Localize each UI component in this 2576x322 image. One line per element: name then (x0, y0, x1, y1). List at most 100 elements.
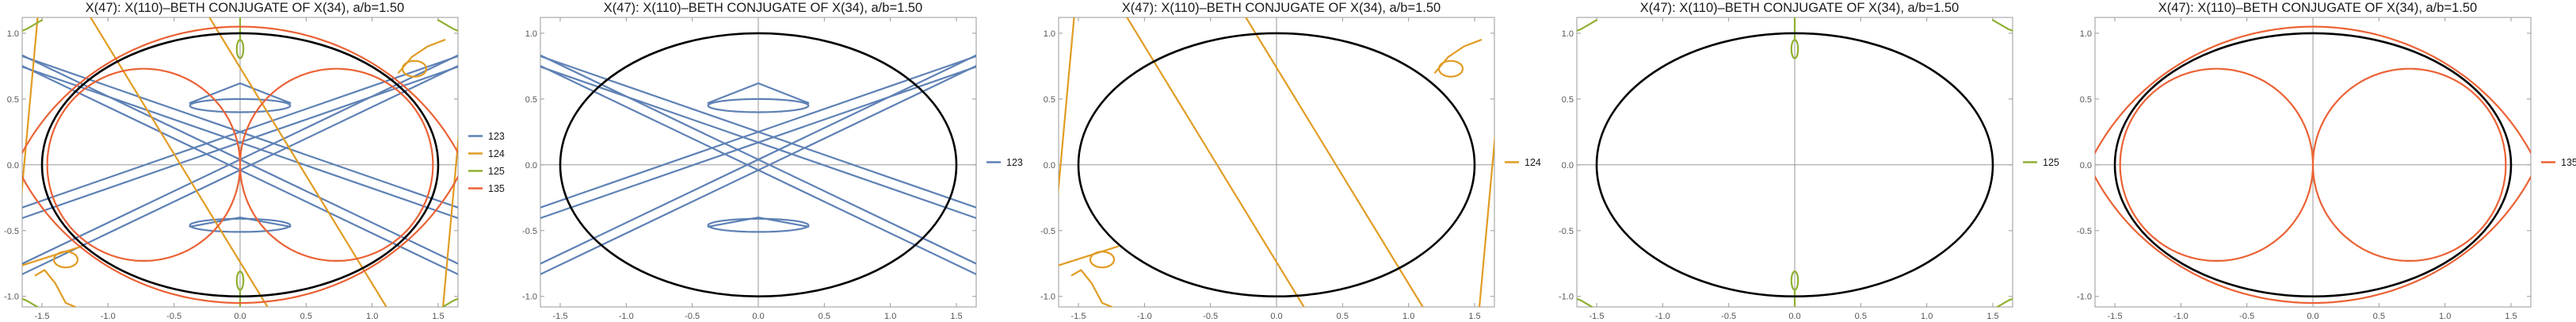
reference-ellipse (1595, 32, 1994, 298)
series-125-curve (1790, 39, 1799, 59)
x-tick-label: 0.0 (752, 312, 764, 321)
y-tick-label: -0.5 (1040, 227, 1055, 236)
series-124-curve (1126, 17, 1305, 307)
series-123-curve (189, 82, 292, 104)
series-123-curve (540, 64, 976, 276)
y-tick-label: 1.0 (525, 29, 537, 39)
x-tick-label: 1.0 (1921, 312, 1933, 321)
x-tick-label: -1.0 (101, 312, 116, 321)
y-tick-label: 0.5 (525, 95, 537, 105)
series-135-curve (46, 67, 242, 262)
chart-panel-5: X(47): X(110)–BETH CONJUGATE OF X(34), a… (2077, 1, 2576, 321)
x-tick-label: -1.5 (1071, 312, 1086, 321)
y-tick-label: -1.0 (2077, 293, 2092, 302)
series-125-curve (1790, 270, 1799, 291)
x-tick-label: 1.5 (950, 312, 962, 321)
series-125-curve (441, 297, 458, 307)
y-tick-label: -0.5 (2077, 227, 2092, 236)
y-tick-label: -0.5 (4, 227, 19, 236)
y-tick-label: 0.0 (1562, 161, 1574, 171)
x-tick-label: 0.5 (819, 312, 830, 321)
chart-title: X(47): X(110)–BETH CONJUGATE OF X(34), a… (604, 1, 922, 15)
series-124-curve (1433, 39, 1483, 74)
x-tick-label: 0.5 (1337, 312, 1349, 321)
chart-panel-4: X(47): X(110)–BETH CONJUGATE OF X(34), a… (1559, 1, 2059, 321)
series-135-curve (2119, 67, 2315, 262)
x-tick-label: -1.0 (2173, 312, 2189, 321)
x-tick-label: 1.0 (2439, 312, 2451, 321)
series-124-curve (1070, 269, 1114, 307)
series-123-curve (540, 66, 976, 220)
curves (1577, 17, 2013, 307)
x-tick-label: -1.0 (619, 312, 634, 321)
x-tick-label: -1.5 (2108, 312, 2123, 321)
series-135-curve (22, 174, 458, 305)
chart-panel-1: X(47): X(110)–BETH CONJUGATE OF X(34), a… (4, 1, 505, 321)
reference-ellipse (2113, 32, 2513, 298)
x-tick-label: 1.0 (1402, 312, 1414, 321)
series-135-curve (2311, 67, 2507, 262)
x-tick-label: 0.5 (2373, 312, 2385, 321)
series-123-curve (707, 217, 810, 228)
x-tick-label: -0.5 (1203, 312, 1218, 321)
x-tick-label: -0.5 (685, 312, 700, 321)
reference-ellipse (40, 32, 440, 298)
series-124-curve (1245, 17, 1424, 307)
curves (2095, 25, 2531, 305)
series-125-curve (1577, 297, 1594, 307)
legend-label-123: 123 (1006, 157, 1023, 168)
series-125-curve (235, 270, 245, 291)
y-tick-label: 0.5 (1562, 95, 1574, 105)
x-tick-label: 1.0 (366, 312, 378, 321)
legend-label-123: 123 (488, 131, 505, 142)
y-tick-label: 1.0 (7, 29, 19, 39)
series-124-curve (397, 39, 446, 74)
y-tick-label: 0.0 (525, 161, 537, 171)
series-124-curve (208, 17, 387, 307)
curves (1059, 17, 1494, 307)
y-tick-label: -1.0 (1559, 293, 1574, 302)
series-124-curve (90, 17, 269, 307)
y-tick-label: 0.0 (2080, 161, 2092, 171)
series-124-curve (1089, 251, 1116, 269)
series-123-curve (189, 217, 292, 233)
y-tick-label: -1.0 (522, 293, 537, 302)
x-tick-label: -0.5 (166, 312, 181, 321)
series-125-curve (1995, 297, 2013, 307)
chart-panel-3: X(47): X(110)–BETH CONJUGATE OF X(34), a… (1040, 1, 1541, 321)
y-tick-label: 0.5 (1044, 95, 1055, 105)
x-tick-label: -1.0 (1655, 312, 1670, 321)
x-tick-label: 0.0 (2307, 312, 2318, 321)
x-tick-label: -1.5 (553, 312, 568, 321)
chart-title: X(47): X(110)–BETH CONJUGATE OF X(34), a… (2158, 1, 2477, 15)
x-tick-label: -1.5 (1589, 312, 1605, 321)
series-135-curve (239, 67, 434, 262)
x-tick-label: 0.0 (1788, 312, 1800, 321)
y-tick-label: 0.5 (2080, 95, 2092, 105)
x-tick-label: -1.0 (1137, 312, 1152, 321)
series-125-curve (437, 19, 458, 32)
y-tick-label: 1.0 (1562, 29, 1574, 39)
y-tick-label: 0.0 (1044, 161, 1055, 171)
legend-label-124: 124 (488, 148, 505, 159)
series-124-curve (22, 245, 83, 266)
y-tick-label: -0.5 (522, 227, 537, 236)
x-tick-label: -1.5 (35, 312, 50, 321)
series-123-curve (189, 217, 292, 228)
series-135-curve (2095, 174, 2531, 305)
x-tick-label: -0.5 (1721, 312, 1736, 321)
series-125-curve (1991, 19, 2013, 32)
y-tick-label: 1.0 (2080, 29, 2092, 39)
x-tick-label: 0.5 (1855, 312, 1867, 321)
series-135-curve (2095, 25, 2531, 155)
y-tick-label: 0.0 (7, 161, 19, 171)
x-tick-label: 0.0 (1270, 312, 1282, 321)
legend-label-124: 124 (1525, 157, 1541, 168)
series-124-curve (34, 269, 78, 307)
y-tick-label: -0.5 (1559, 227, 1574, 236)
legend-label-135: 135 (2561, 157, 2576, 168)
series-124-curve (441, 133, 458, 307)
curves (22, 17, 458, 307)
curves (540, 32, 976, 298)
series-123-curve (540, 55, 976, 209)
